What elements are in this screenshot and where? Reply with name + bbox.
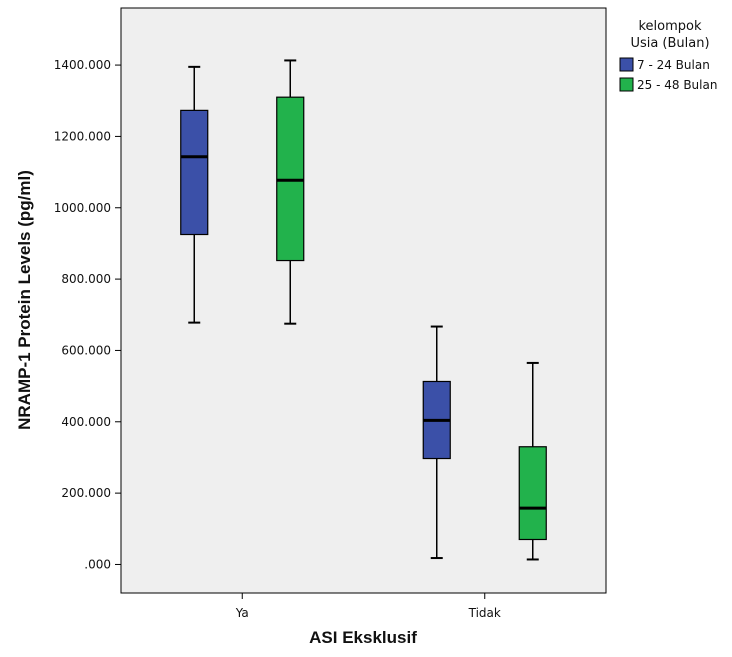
legend-swatch-7-24-bulan <box>619 57 634 72</box>
legend-title-line-1: kelompok <box>638 19 701 34</box>
y-tick-label: 600.000 <box>61 343 111 357</box>
y-axis-title: NRAMP-1 Protein Levels (pg/ml) <box>15 170 34 430</box>
box-ya-series-1 <box>276 59 305 325</box>
legend-title-line-2: Usia (Bulan) <box>630 36 709 51</box>
y-tick-label: 1400.000 <box>54 58 111 72</box>
y-tick-label: 200.000 <box>61 486 111 500</box>
box-ya-series-0 <box>180 65 209 324</box>
interquartile-box <box>180 109 209 236</box>
legend-label-25-48-bulan: 25 - 48 Bulan <box>637 78 717 92</box>
legend: kelompok Usia (Bulan) 7 - 24 Bulan 25 - … <box>619 19 717 92</box>
y-tick-label: 800.000 <box>61 272 111 286</box>
interquartile-box <box>518 446 547 541</box>
box-tidak-series-0 <box>422 325 451 560</box>
box-tidak-series-1 <box>518 361 547 561</box>
legend-label-7-24-bulan: 7 - 24 Bulan <box>637 58 710 72</box>
legend-swatch-25-48-bulan <box>619 77 634 92</box>
y-tick-label: .000 <box>84 557 111 571</box>
y-tick-label: 400.000 <box>61 415 111 429</box>
x-axis-title: ASI Eksklusif <box>309 628 417 647</box>
box-plots <box>180 59 547 561</box>
y-tick-label: 1000.000 <box>54 201 111 215</box>
x-tick-label-tidak: Tidak <box>468 606 501 620</box>
x-axis: Ya Tidak <box>235 593 501 620</box>
y-axis: .000 200.000 400.000 600.000 800.000 1000.000… <box>54 58 121 571</box>
y-tick-label: 1200.000 <box>54 129 111 143</box>
x-tick-label-ya: Ya <box>235 606 249 620</box>
